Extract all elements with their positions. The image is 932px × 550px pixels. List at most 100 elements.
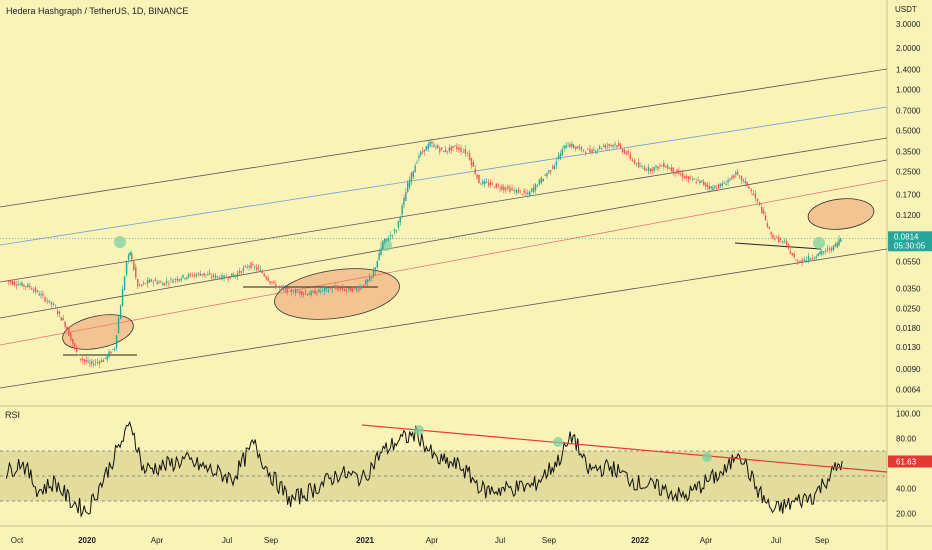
price-candle (199, 273, 201, 276)
price-tick-label: 2.0000 (896, 44, 921, 53)
price-candle (536, 185, 539, 187)
price-candle (27, 284, 29, 288)
price-candle (114, 348, 116, 350)
time-tick-label: Sep (264, 536, 279, 545)
price-candle (616, 145, 618, 147)
channel-line-0 (0, 68, 888, 208)
price-candle (405, 192, 407, 201)
price-candle (604, 144, 606, 148)
price-candle (659, 165, 661, 166)
price-candle (714, 186, 716, 188)
price-candle (318, 289, 320, 293)
price-candle (425, 146, 428, 151)
time-tick-label: Sep (815, 536, 830, 545)
price-candle (197, 272, 200, 274)
price-candle (110, 352, 112, 353)
price-candle (534, 184, 537, 191)
price-candle (712, 187, 714, 191)
price-candle (640, 166, 642, 167)
channel-line-2 (0, 137, 888, 283)
price-candle (273, 281, 275, 283)
price-candle (102, 359, 105, 362)
price-candle (38, 293, 40, 296)
price-candle (368, 276, 371, 281)
price-candle (42, 293, 44, 296)
rsi-tick-label: 40.00 (896, 485, 917, 494)
price-candle (515, 189, 518, 193)
price-candle (684, 176, 686, 179)
price-candle (348, 287, 350, 290)
price-candle (801, 259, 803, 262)
price-candle (242, 267, 244, 271)
price-candle (277, 286, 279, 288)
price-candle (584, 152, 587, 154)
price-candle (19, 284, 21, 285)
price-candle (429, 141, 431, 147)
price-candle (359, 286, 361, 290)
price-candle (168, 283, 170, 285)
price-tick-label: 3.0000 (896, 20, 921, 29)
price-candle (203, 272, 205, 276)
price-candle (701, 180, 703, 182)
price-candle (598, 146, 601, 149)
price-candle (635, 162, 638, 165)
price-candle (582, 149, 585, 151)
price-candle (416, 162, 418, 164)
price-candle (50, 302, 53, 305)
price-candle (493, 186, 496, 188)
price-candle (267, 277, 269, 281)
price-candle (832, 245, 835, 250)
price-candle (629, 154, 631, 159)
price-candle (127, 254, 130, 260)
price-candle (34, 287, 37, 293)
price-candle (693, 178, 696, 180)
price-candle (83, 359, 85, 361)
price-candle (327, 290, 330, 292)
price-candle (361, 286, 363, 289)
price-candle (125, 261, 128, 275)
price-candle (638, 162, 640, 168)
price-candle (625, 152, 627, 154)
price-candle (668, 168, 671, 169)
price-candle (834, 243, 837, 246)
price-candle (716, 188, 718, 190)
price-candle (25, 286, 27, 287)
price-candle (314, 290, 316, 295)
price-candle (195, 274, 198, 277)
price-candle (606, 145, 608, 147)
price-candle (108, 351, 110, 357)
price-candle (418, 155, 420, 158)
price-candle (180, 278, 182, 281)
price-candle (275, 284, 277, 288)
price-candle (768, 226, 770, 229)
price-candle (555, 161, 558, 166)
price-candle (499, 188, 501, 189)
price-candle (553, 165, 556, 170)
price-candle (282, 288, 285, 289)
price-candle (561, 149, 563, 156)
price-candle (186, 276, 188, 279)
price-candle (9, 281, 12, 283)
price-candle (676, 169, 678, 174)
price-tick-label: 0.5000 (896, 126, 921, 135)
price-candle (193, 274, 196, 276)
ellipse-marker-2019 (62, 314, 134, 350)
price-candle (665, 166, 667, 168)
price-candle (376, 261, 378, 268)
price-tick-label: 0.3500 (896, 148, 921, 157)
time-tick-label: Sep (542, 536, 557, 545)
channel-line-5 (0, 248, 888, 389)
rsi-circle-marker-2 (702, 452, 712, 462)
rsi-tag (888, 455, 932, 468)
price-circle-marker-2 (813, 237, 825, 249)
price-candle (46, 300, 48, 302)
price-candle (150, 279, 153, 282)
price-candle (221, 275, 223, 280)
price-candle (593, 149, 595, 151)
price-candle (783, 241, 786, 243)
price-candle (627, 151, 629, 154)
price-candle (401, 205, 403, 215)
price-candle (489, 181, 492, 186)
price-candle (431, 142, 433, 144)
price-candle (789, 251, 792, 254)
